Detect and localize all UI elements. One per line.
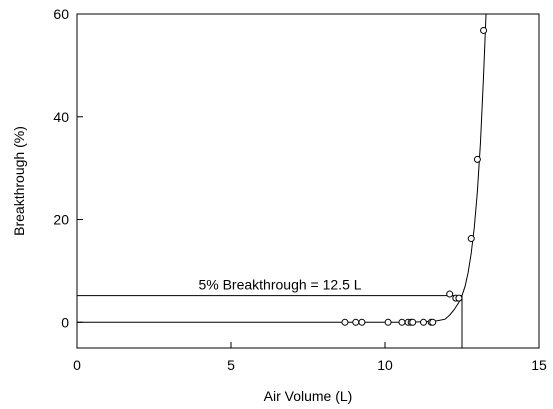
y-axis-title: Breakthrough (%)	[11, 126, 27, 236]
y-tick-label: 0	[61, 314, 69, 330]
x-tick-label: 5	[227, 357, 235, 373]
plot-area	[76, 13, 540, 349]
y-tick-label: 20	[53, 212, 69, 228]
x-axis-ticks: 0 5 10 15	[73, 342, 547, 373]
data-point	[341, 318, 349, 326]
y-tick-label: 40	[53, 109, 69, 125]
data-point	[352, 318, 360, 326]
data-point	[420, 318, 427, 326]
data-points-layer	[341, 26, 488, 326]
y-axis-ticks: 0 20 40 60	[53, 6, 83, 330]
x-tick-label: 15	[531, 357, 547, 373]
annotation-text: 5% Breakthrough = 12.5 L	[198, 277, 361, 293]
x-tick-label: 0	[73, 357, 81, 373]
x-tick-label: 10	[377, 357, 393, 373]
reference-lines-layer	[77, 295, 463, 348]
data-point	[398, 318, 406, 326]
data-point	[480, 26, 488, 34]
y-tick-label: 60	[53, 6, 69, 22]
plot-frame	[76, 13, 540, 349]
data-point	[358, 318, 366, 326]
data-point	[473, 155, 481, 163]
data-point	[455, 294, 463, 302]
data-point	[429, 318, 437, 326]
data-point	[384, 318, 392, 326]
x-axis-title: Air Volume (L)	[264, 388, 353, 404]
data-point	[467, 235, 475, 243]
data-point	[409, 318, 417, 326]
data-point	[446, 290, 454, 298]
